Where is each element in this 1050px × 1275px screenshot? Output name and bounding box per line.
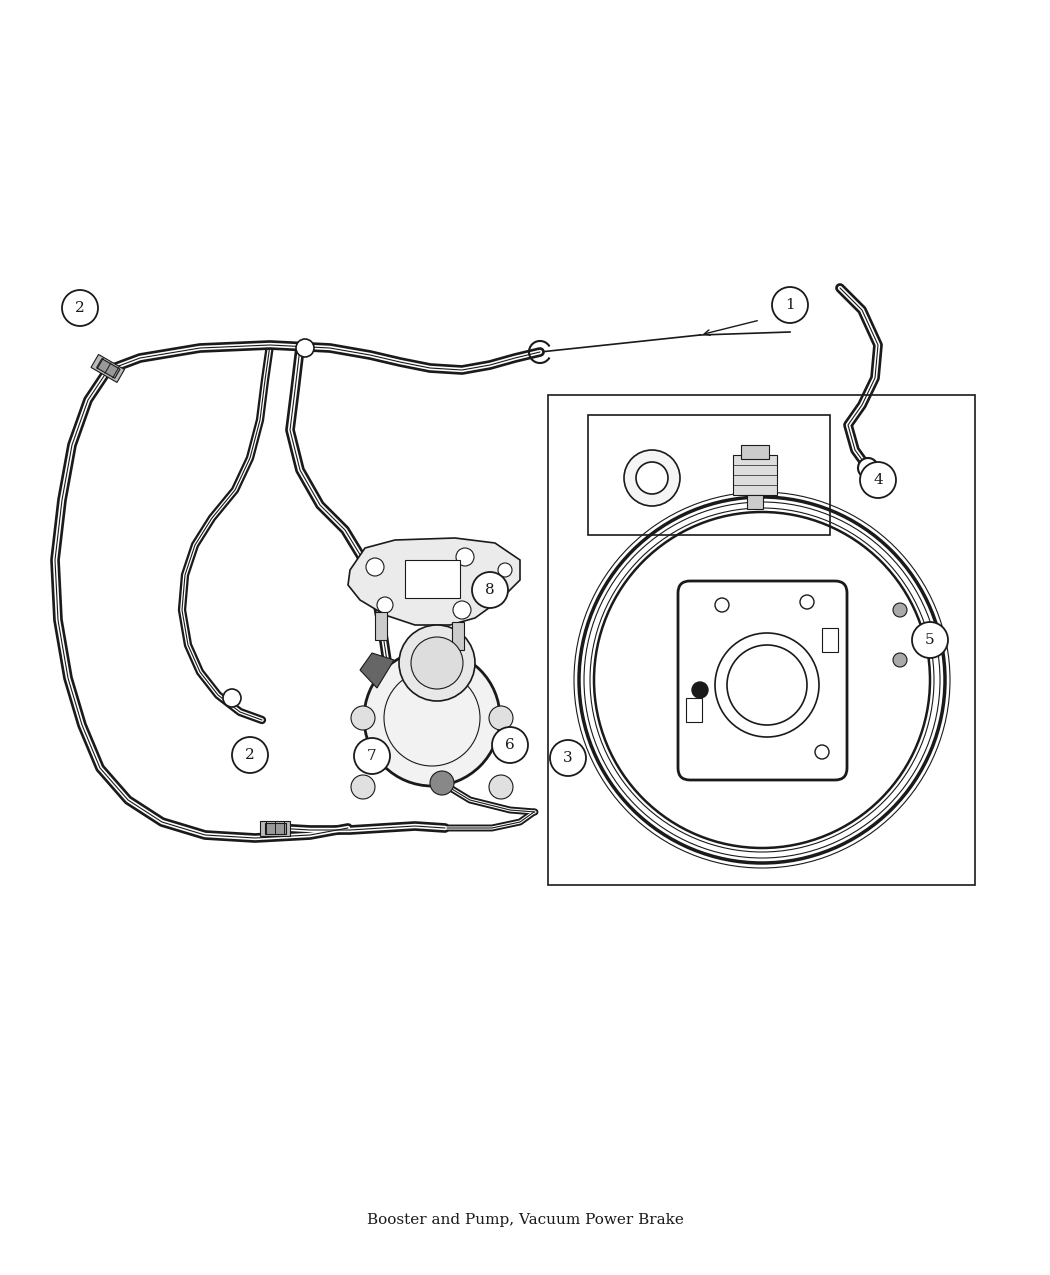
Bar [97,358,120,379]
Circle shape [498,564,512,578]
Bar [733,455,777,495]
Text: 6: 6 [505,738,514,752]
Circle shape [860,462,896,499]
Text: 2: 2 [245,748,255,762]
Circle shape [636,462,668,493]
Bar [741,445,769,459]
Text: Booster and Pump, Vacuum Power Brake: Booster and Pump, Vacuum Power Brake [366,1213,684,1227]
Circle shape [351,775,375,799]
Bar [452,622,464,650]
Circle shape [624,450,680,506]
Text: 4: 4 [874,473,883,487]
Bar [91,354,125,382]
Polygon shape [348,538,520,625]
Bar [822,629,838,652]
Circle shape [472,572,508,608]
Bar [375,612,387,640]
Circle shape [411,638,463,688]
Circle shape [377,597,393,613]
Text: 1: 1 [785,298,795,312]
Circle shape [492,727,528,762]
Circle shape [62,289,98,326]
Bar [405,560,460,598]
Circle shape [489,706,513,731]
Polygon shape [360,653,394,689]
Bar [686,697,702,722]
Circle shape [232,737,268,773]
Circle shape [430,771,454,796]
Circle shape [399,625,475,701]
Circle shape [912,622,948,658]
Text: 8: 8 [485,583,495,597]
Circle shape [892,653,907,667]
Circle shape [892,603,907,617]
Circle shape [456,548,474,566]
Text: 5: 5 [925,632,934,646]
Circle shape [550,740,586,776]
Text: 7: 7 [368,748,377,762]
Bar [260,821,290,836]
Circle shape [692,682,708,697]
Circle shape [223,688,242,708]
Circle shape [453,601,471,618]
Bar [548,395,975,885]
Circle shape [366,558,384,576]
Text: 3: 3 [563,751,573,765]
Circle shape [489,775,513,799]
Bar [588,414,830,536]
Text: 2: 2 [76,301,85,315]
Bar [265,822,286,834]
Circle shape [858,458,878,478]
Circle shape [351,706,375,731]
Circle shape [364,650,500,785]
Circle shape [354,738,390,774]
Circle shape [296,339,314,357]
Bar [747,495,763,509]
Circle shape [772,287,808,323]
